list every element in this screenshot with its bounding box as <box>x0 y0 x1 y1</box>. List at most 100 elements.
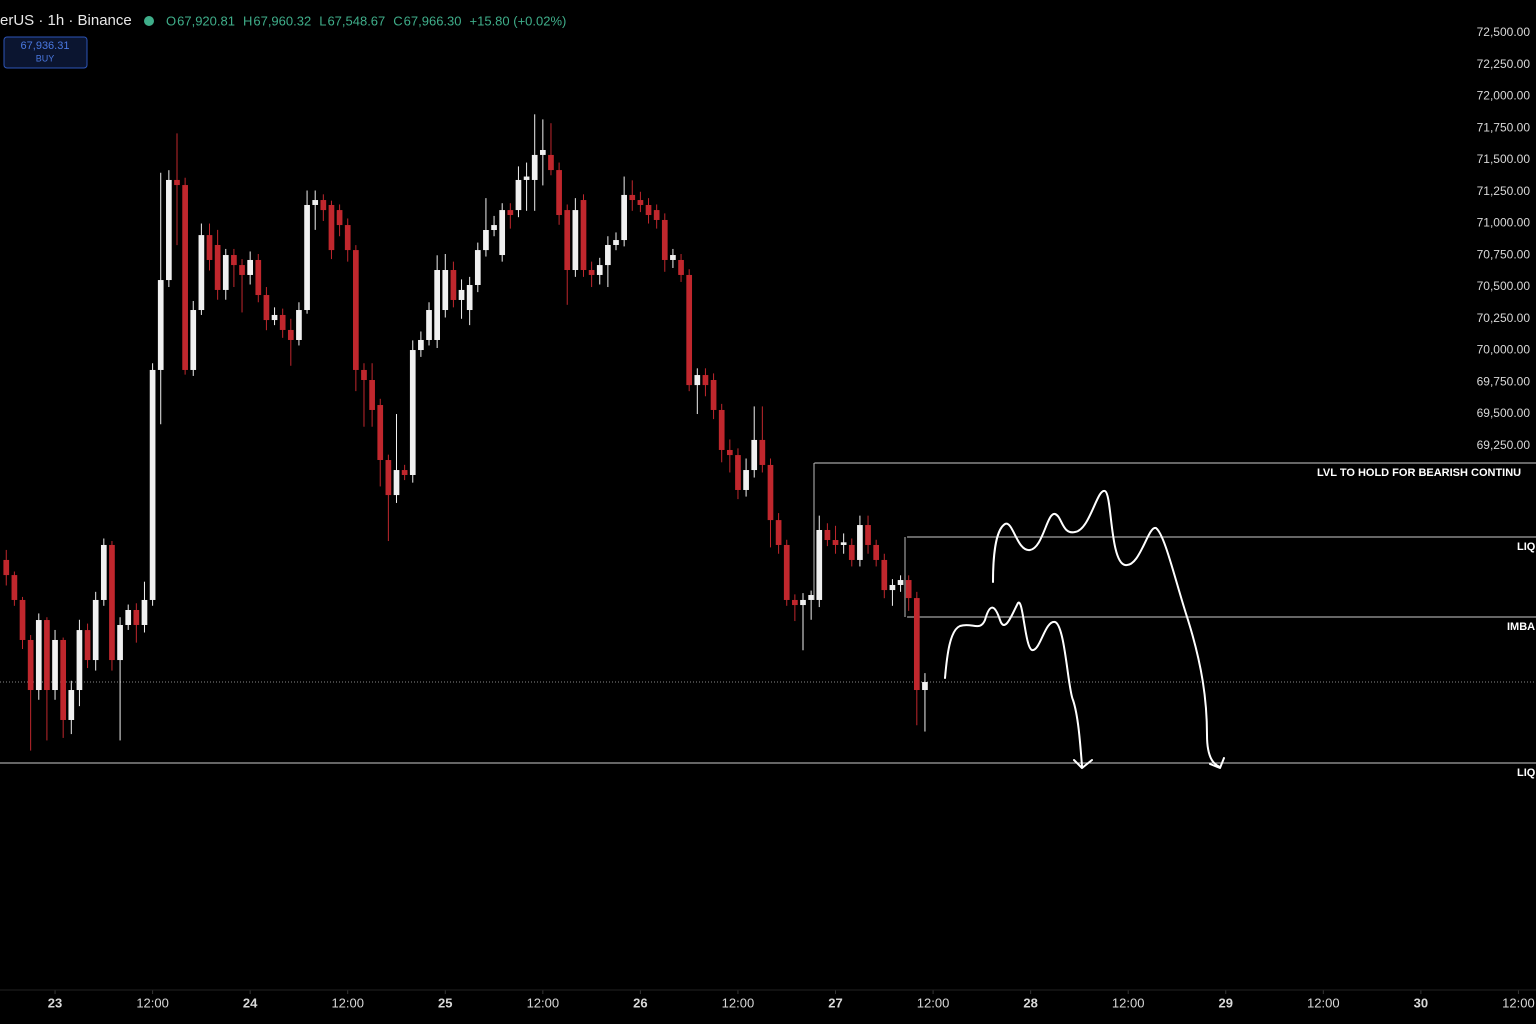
candle-body <box>743 470 749 490</box>
candle-body <box>783 544 790 600</box>
x-tick-label: 25 <box>438 995 452 1010</box>
candle-body <box>523 176 530 180</box>
candle-body <box>922 682 928 691</box>
x-tick-label: 26 <box>633 995 647 1010</box>
candle-body <box>548 154 554 171</box>
level-label: LVL TO HOLD FOR BEARISH CONTINU <box>1317 467 1521 479</box>
candle-body <box>629 194 636 201</box>
y-tick-label: 70,250.00 <box>1477 311 1531 325</box>
candle-body <box>304 204 310 311</box>
x-tick-label: 29 <box>1219 995 1233 1010</box>
candle-body <box>377 405 384 461</box>
candle-body <box>645 204 652 216</box>
candle-body <box>653 210 660 220</box>
status-dot <box>144 16 154 26</box>
candle-body <box>694 375 701 386</box>
candle-body <box>393 470 400 496</box>
candle-body <box>434 270 440 340</box>
ohlc-value: 67,960.32 <box>253 13 311 28</box>
candle-body <box>369 379 375 410</box>
candle-body <box>19 599 26 640</box>
candle-body <box>905 580 912 599</box>
candle-body <box>613 240 619 245</box>
projection-path <box>944 601 1083 767</box>
candle-body <box>149 369 156 600</box>
candle-body <box>596 265 603 275</box>
x-tick-label: 12:00 <box>1112 995 1145 1010</box>
candle-body <box>450 270 457 300</box>
candle-body <box>572 210 579 271</box>
candle-body <box>735 455 741 490</box>
candle-body <box>865 525 871 545</box>
candle-body <box>710 379 717 410</box>
candle-body <box>190 310 197 370</box>
ohlc-value: 67,920.81 <box>177 13 235 28</box>
candle-body <box>426 310 432 340</box>
candle-body <box>182 185 188 370</box>
y-tick-label: 70,000.00 <box>1477 343 1531 357</box>
candle-body <box>702 375 709 386</box>
candle-body <box>588 270 595 275</box>
candle-body <box>499 210 506 256</box>
buy-button[interactable] <box>3 36 88 69</box>
candle-body <box>637 200 644 205</box>
level-label: LIQ <box>1517 767 1536 779</box>
candle-body <box>848 544 855 560</box>
x-tick-label: 12:00 <box>331 995 364 1010</box>
candle-body <box>661 219 668 260</box>
candle-body <box>718 409 725 450</box>
y-tick-label: 72,000.00 <box>1477 89 1531 103</box>
candle-body <box>483 230 489 251</box>
x-tick-label: 12:00 <box>527 995 560 1010</box>
candle-body <box>11 575 18 600</box>
level-label: IMBA <box>1507 621 1535 633</box>
ohlc-key: L <box>319 13 326 28</box>
candle-body <box>808 595 814 600</box>
candle-body <box>247 259 254 275</box>
candle-body <box>206 235 213 260</box>
candle-body <box>751 439 758 471</box>
candle-body <box>466 284 473 311</box>
candle-body <box>580 200 587 271</box>
x-tick-label: 12:00 <box>917 995 950 1010</box>
candle-body <box>857 525 863 560</box>
candle-body <box>44 620 50 691</box>
candle-body <box>539 149 546 155</box>
candle-body <box>621 194 627 241</box>
candle-body <box>458 289 465 300</box>
candle-body <box>726 449 733 456</box>
candle-body <box>889 584 896 591</box>
candle-body <box>759 439 766 465</box>
candle-body <box>255 259 262 296</box>
x-tick-label: 12:00 <box>1502 995 1535 1010</box>
candle-body <box>792 599 798 606</box>
candle-body <box>873 544 880 560</box>
candle-body <box>60 639 67 720</box>
buy-price: 67,936.31 <box>21 40 70 52</box>
candle-body <box>239 265 245 275</box>
ohlc-key: O <box>166 13 176 28</box>
candle-body <box>775 520 782 545</box>
plot-area <box>0 32 1536 994</box>
ohlc-key: C <box>393 13 402 28</box>
candle-body <box>287 329 294 340</box>
change: +15.80 (+0.02%) <box>470 13 567 28</box>
candle-body <box>263 295 270 321</box>
candle-body <box>27 639 34 691</box>
candle-body <box>361 369 367 380</box>
candle-body <box>401 470 408 475</box>
projection-arrow <box>1073 759 1093 769</box>
x-tick-label: 28 <box>1023 995 1037 1010</box>
candle-body <box>881 559 888 591</box>
y-tick-label: 71,250.00 <box>1477 184 1531 198</box>
x-tick-label: 12:00 <box>136 995 169 1010</box>
candle-body <box>353 250 359 370</box>
y-tick-label: 69,750.00 <box>1477 374 1531 388</box>
y-tick-label: 72,500.00 <box>1477 25 1531 39</box>
candle-body <box>157 280 164 370</box>
y-tick-label: 69,250.00 <box>1477 438 1531 452</box>
candle-body <box>76 630 83 691</box>
candle-body <box>605 244 611 266</box>
candle-body <box>385 460 392 496</box>
